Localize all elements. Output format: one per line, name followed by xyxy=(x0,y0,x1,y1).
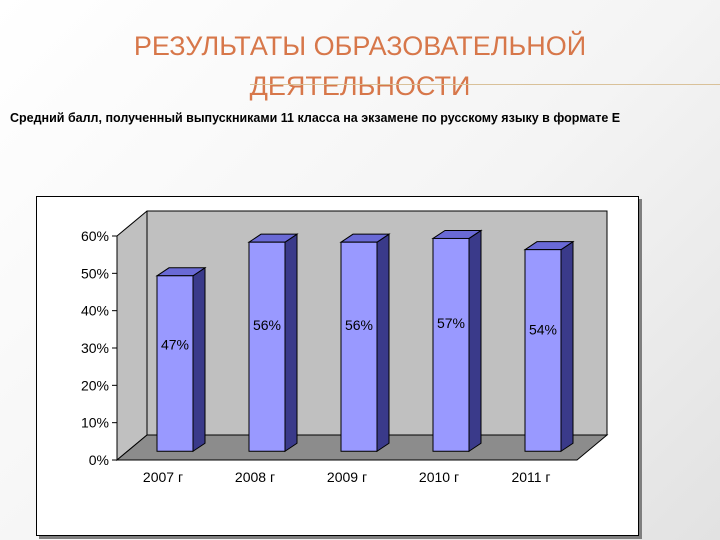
slide-title: РЕЗУЛЬТАТЫ ОБРАЗОВАТЕЛЬНОЙ ДЕЯТЕЛЬНОСТИ xyxy=(60,26,660,106)
x-tick-label: 2009 г xyxy=(327,469,367,485)
y-tick-label: 20% xyxy=(81,377,109,393)
bar xyxy=(432,237,470,452)
y-tick-label: 10% xyxy=(81,415,109,431)
bar-side xyxy=(284,233,298,453)
bar-side xyxy=(192,266,206,453)
bar-side xyxy=(468,229,482,453)
x-tick-label: 2010 г xyxy=(419,469,459,485)
y-tick-label: 40% xyxy=(81,303,109,319)
title-divider xyxy=(250,84,720,85)
bar-chart: 0% 10% 20% 30% 40% 50% 60% 47% 2007 г 56% 2008 г 56… xyxy=(81,210,609,485)
slide-subtitle: Средний балл, полученный выпускниками 11… xyxy=(10,111,621,125)
bar-value-label: 54% xyxy=(529,321,557,337)
bar-value-label: 47% xyxy=(161,336,189,352)
bar-value-label: 56% xyxy=(345,317,373,333)
chart-frame: 0% 10% 20% 30% 40% 50% 60% 47% 2007 г 56% 2008 г 56… xyxy=(36,196,639,536)
bar-side xyxy=(376,233,390,453)
x-tick-label: 2011 г xyxy=(511,469,550,485)
slide-title-line-1: РЕЗУЛЬТАТЫ ОБРАЗОВАТЕЛЬНОЙ xyxy=(133,31,587,61)
bar xyxy=(156,275,194,452)
y-tick-label: 30% xyxy=(81,340,109,356)
x-tick-label: 2008 г xyxy=(235,469,275,485)
bar xyxy=(340,241,378,452)
bar xyxy=(248,241,286,452)
bar-value-label: 56% xyxy=(253,317,281,333)
bar-value-label: 57% xyxy=(437,315,465,331)
x-tick-label: 2007 г xyxy=(143,469,183,485)
bar-side xyxy=(560,240,574,453)
y-tick-label: 0% xyxy=(89,452,109,468)
slide-title-line-2: ДЕЯТЕЛЬНОСТИ xyxy=(249,71,471,101)
bar xyxy=(524,249,562,452)
y-tick-label: 60% xyxy=(81,228,109,244)
y-tick-label: 50% xyxy=(81,265,109,281)
